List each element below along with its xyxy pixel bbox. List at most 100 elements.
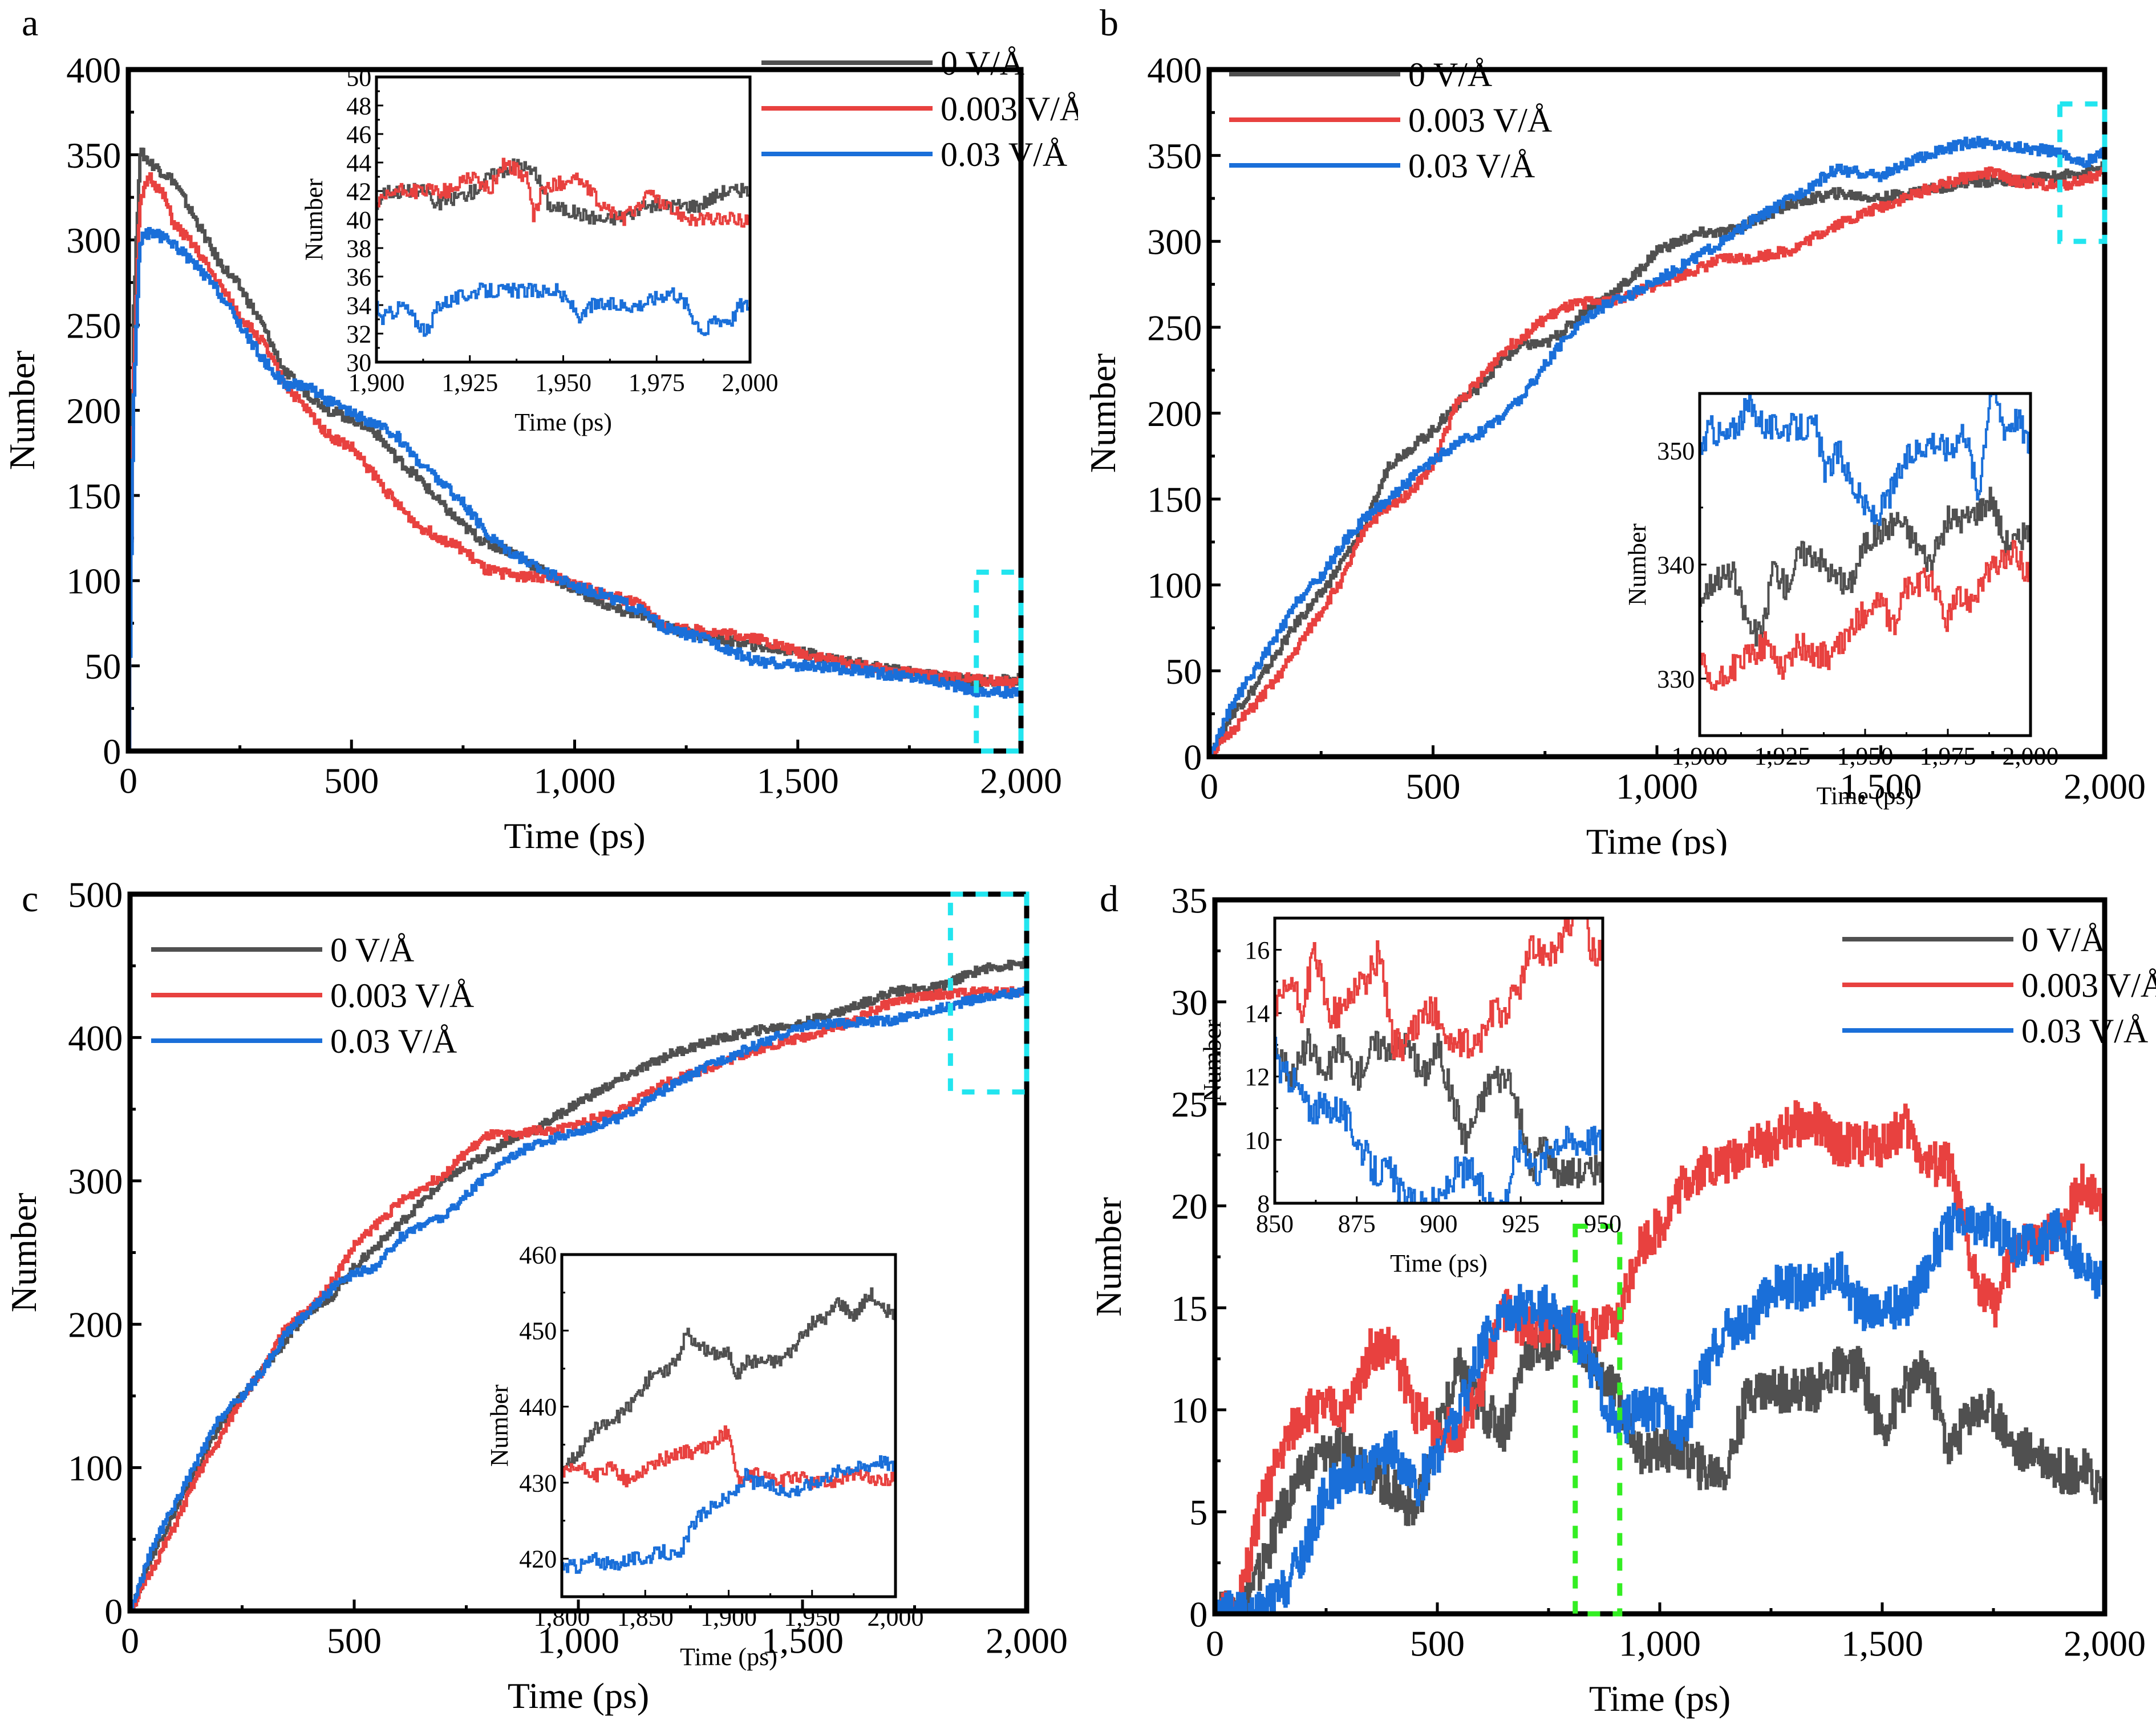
pb-legend-label-1: 0.003 V/Å: [1408, 102, 1552, 139]
pa-inset-y-tick-label: 34: [346, 291, 371, 319]
pb-inset-series-line-1: [1700, 539, 2031, 691]
pb-highlight-box: [2057, 101, 2108, 244]
pd-inset-y-tick-label: 8: [1257, 1190, 1270, 1217]
pa-inset-x-tick-label: 1,975: [629, 369, 685, 397]
pa-inset-x-tick-label: 1,900: [348, 369, 405, 397]
pb-inset-y-tick-label: 330: [1657, 665, 1695, 693]
pc-y-tick-label: 0: [104, 1591, 123, 1631]
pa-inset-series-line-2: [376, 282, 750, 337]
pa-inset-plot: 1,900 1,925 1,950 1,975 2,000303234363840424…: [300, 63, 779, 436]
pb-inset-frame: [1698, 392, 2032, 737]
pc-inset-series-line-1: [562, 1425, 895, 1490]
pa-inset-y-tick-label: 38: [346, 234, 371, 262]
pc-inset-x-tick-label: 2,000: [868, 1604, 924, 1631]
pa-inset-series-line-1: [376, 157, 750, 228]
pa-inset-y-tick-label: 44: [346, 149, 371, 177]
pb-main-plot: 0 500 1,000 1,500 2,000 0 50 100 150 200 250 300 350…: [1083, 50, 2146, 862]
pa-legend-label-2: 0.03 V/Å: [941, 136, 1067, 173]
pc-highlight-box: [947, 891, 1030, 1095]
pa-y-tick-label: 250: [66, 306, 121, 346]
pc-x-tick-label: 2,000: [986, 1621, 1068, 1661]
pa-x-tick-label: 1,000: [534, 761, 616, 801]
pa-inset-y-axis-label: Number: [300, 178, 328, 261]
pa-y-tick-label: 400: [66, 50, 121, 90]
pb-inset-y-tick-label: 340: [1657, 551, 1695, 579]
pd-legend-label-0: 0 V/Å: [2021, 921, 2105, 959]
pd-y-tick-label: 5: [1189, 1492, 1207, 1533]
pb-y-tick-label: 200: [1147, 393, 1202, 434]
pa-inset-y-tick-label: 50: [346, 63, 371, 91]
pc-y-tick-label: 400: [68, 1018, 123, 1058]
pd-y-axis-label: Number: [1088, 1197, 1129, 1317]
pd-inset-y-tick-label: 12: [1245, 1063, 1270, 1091]
chart-d: d 0 500 1,000 1,500 2,000 0 5 10 15 20 25 30 35 Time (…: [1088, 878, 2156, 1719]
pd-main-plot: 0 500 1,000 1,500 2,000 0 5 10 15 20 25 30 35 Time (p…: [1088, 880, 2156, 1719]
chart-c: c 0 500 1,000 1,500 2,000 0 100 200 300 400 500 Time…: [3, 874, 1068, 1716]
pb-inset-y-axis-label: Number: [1623, 523, 1651, 606]
pb-legend-label-2: 0.03 V/Å: [1408, 147, 1535, 185]
pa-x-tick-label: 1,500: [757, 761, 839, 801]
pa-y-axis-label: Number: [2, 351, 42, 470]
panel-label-c: c: [22, 878, 38, 920]
pa-inset-y-tick-label: 36: [346, 263, 371, 291]
pc-legend-label-2: 0.03 V/Å: [330, 1022, 457, 1060]
pa-x-tick-label: 500: [324, 761, 379, 801]
pb-y-tick-label: 0: [1184, 737, 1202, 777]
pa-plot-frame: [125, 67, 1024, 754]
pa-inset-y-tick-label: 42: [346, 177, 371, 205]
pb-inset-x-tick-label: 1,925: [1754, 742, 1811, 770]
pb-inset-bg: [1700, 393, 2031, 736]
pc-inset-x-tick-label: 1,950: [784, 1604, 840, 1631]
pa-inset-y-tick-label: 48: [346, 92, 371, 120]
pa-inset-y-tick-label: 46: [346, 120, 371, 148]
pd-inset-y-tick-label: 14: [1245, 1000, 1270, 1028]
pd-inset-x-tick-label: 875: [1338, 1210, 1376, 1238]
pc-inset-x-axis-label: Time (ps): [680, 1643, 777, 1671]
pc-series-group: [130, 957, 1027, 1611]
pc-y-tick-label: 500: [68, 874, 123, 915]
pc-inset-x-tick-label: 1,800: [534, 1604, 590, 1631]
panel-label-b: b: [1100, 2, 1118, 44]
pd-y-tick-label: 30: [1171, 982, 1207, 1022]
pc-y-tick-label: 200: [68, 1305, 123, 1345]
pa-y-tick-label: 100: [66, 561, 121, 602]
pb-inset-series-line-0: [1700, 486, 2031, 647]
chart-b: b 0 500 1,000 1,500 2,000 0 50 100 150 200 250 300 35…: [1083, 2, 2146, 862]
pc-inset-series-line-0: [562, 1287, 895, 1472]
pd-series-line-2: [1215, 1203, 2105, 1614]
panel-label-d: d: [1100, 878, 1118, 920]
pa-highlight-box: [974, 569, 1024, 754]
pc-inset-y-tick-label: 440: [519, 1393, 557, 1421]
pb-inset-x-tick-label: 1,950: [1837, 742, 1894, 770]
panel-label-a: a: [22, 2, 38, 44]
pc-x-tick-label: 1,000: [537, 1621, 619, 1661]
pa-series-line-2: [128, 227, 1021, 751]
pd-x-tick-label: 2,000: [2064, 1624, 2146, 1664]
pb-x-tick-label: 2,000: [2064, 766, 2146, 807]
pa-y-tick-label: 0: [103, 731, 121, 772]
pb-x-axis-label: Time (ps): [1586, 821, 1728, 855]
pd-x-axis-label: Time (ps): [1589, 1678, 1731, 1719]
pd-inset-y-tick-label: 10: [1245, 1126, 1270, 1154]
pd-series-line-1: [1216, 1100, 2105, 1614]
pc-inset-plot: 1,800 1,850 1,900 1,950 2,000 420 430 440 450 460…: [485, 1241, 924, 1671]
pc-series-line-1: [130, 986, 1027, 1611]
pb-plot-frame: [1206, 67, 2108, 760]
pd-series-group: [1215, 1100, 2105, 1614]
pc-inset-y-tick-label: 430: [519, 1469, 557, 1497]
pa-inset-series-group: [376, 157, 750, 337]
pd-x-tick-label: 0: [1206, 1624, 1224, 1664]
pc-x-axis-label: Time (ps): [508, 1675, 649, 1716]
pd-y-tick-label: 15: [1171, 1288, 1207, 1329]
pd-inset-series-group: [1275, 918, 1603, 1203]
pa-inset-x-axis-label: Time (ps): [514, 408, 612, 436]
pd-inset-y-tick-label: 16: [1245, 936, 1270, 964]
pb-y-tick-label: 250: [1147, 307, 1202, 348]
pb-x-tick-label: 1,500: [1840, 766, 1922, 807]
pa-legend-label-1: 0.003 V/Å: [941, 90, 1078, 128]
pa-y-tick-label: 50: [84, 646, 121, 687]
panel-b: b 0 500 1,000 1,500 2,000 0 50 100 150 200 250 300 35…: [1078, 0, 2156, 862]
pa-inset-x-tick-label: 2,000: [722, 369, 779, 397]
pd-inset-frame: [1273, 916, 1604, 1205]
pd-inset-x-tick-label: 900: [1420, 1210, 1458, 1238]
